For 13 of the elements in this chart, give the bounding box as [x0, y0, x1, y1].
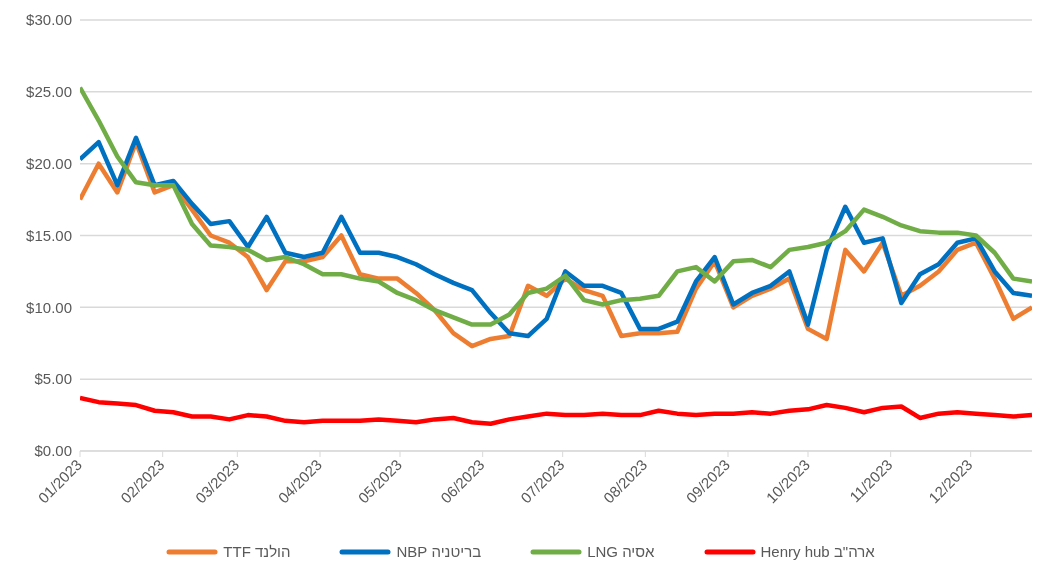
y-tick-label: $20.00 [26, 154, 72, 172]
y-tick-label: $5.00 [34, 370, 72, 388]
y-tick-label: $15.00 [26, 226, 72, 244]
legend-label: בריטניה NBP [396, 543, 482, 560]
legend-label: ארה"ב Henry hub [760, 543, 875, 560]
y-tick-label: $0.00 [34, 442, 72, 460]
line-series [80, 85, 1032, 327]
y-tick-label: $25.00 [26, 83, 72, 101]
y-tick-label: $10.00 [26, 298, 72, 316]
line-series [80, 395, 1032, 426]
legend-label: אסיה LNG [587, 543, 655, 560]
legend-label: הולנד TTF [223, 543, 291, 560]
y-tick-label: $30.00 [26, 11, 72, 29]
